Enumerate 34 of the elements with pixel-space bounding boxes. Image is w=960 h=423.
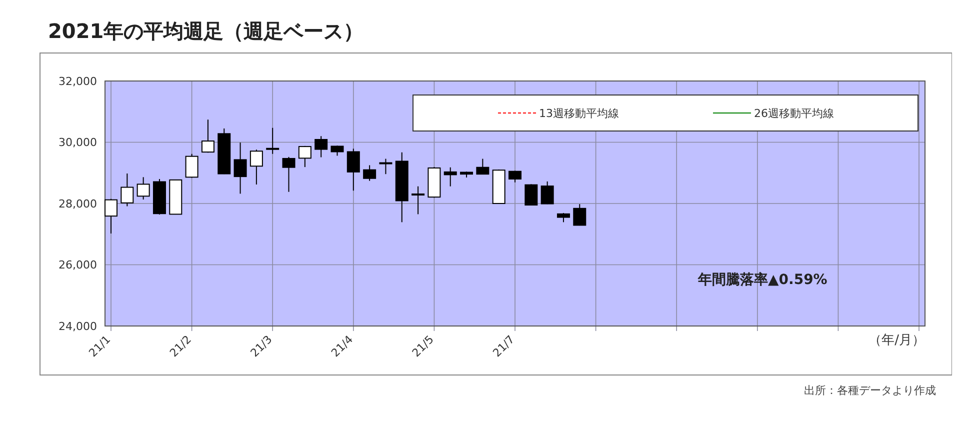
candlestick: [234, 142, 247, 194]
legend-label: 13週移動平均線: [539, 106, 619, 120]
candlestick: [524, 184, 538, 206]
candlestick: [476, 158, 490, 175]
legend-label: 26週移動平均線: [754, 106, 834, 120]
candlestick: [266, 127, 280, 154]
candlestick: [330, 145, 344, 156]
candlestick: [412, 186, 425, 215]
candlestick: [250, 149, 263, 186]
candlestick: [540, 180, 554, 205]
y-tick-label: 26,000: [58, 258, 97, 272]
candlestick: [201, 119, 214, 154]
y-tick-label: 28,000: [58, 197, 97, 210]
candlestick: [282, 156, 296, 192]
candlestick: [346, 148, 360, 192]
y-tick-label: 24,000: [58, 320, 97, 333]
candlestick: [298, 145, 312, 168]
candlestick: [363, 164, 376, 182]
candlestick: [444, 166, 457, 187]
candlestick: [379, 158, 392, 175]
y-tick-label: 32,000: [58, 74, 97, 88]
candlestick: [556, 212, 570, 223]
candlestick: [185, 153, 198, 178]
y-tick-label: 30,000: [58, 136, 97, 150]
x-axis-title: （年/月）: [868, 333, 925, 348]
candlestick: [508, 170, 522, 183]
candlestick: [104, 198, 118, 234]
chart-title: 2021年の平均週足（週足ベース）: [48, 19, 364, 43]
annotation: 年間騰落率▲0.59%: [697, 271, 828, 288]
candlestick: [120, 172, 134, 207]
candlestick: [573, 204, 586, 226]
text: 出所：各種データより作成: [804, 384, 936, 397]
candlestick: [314, 136, 328, 158]
candlestick: [136, 176, 150, 200]
